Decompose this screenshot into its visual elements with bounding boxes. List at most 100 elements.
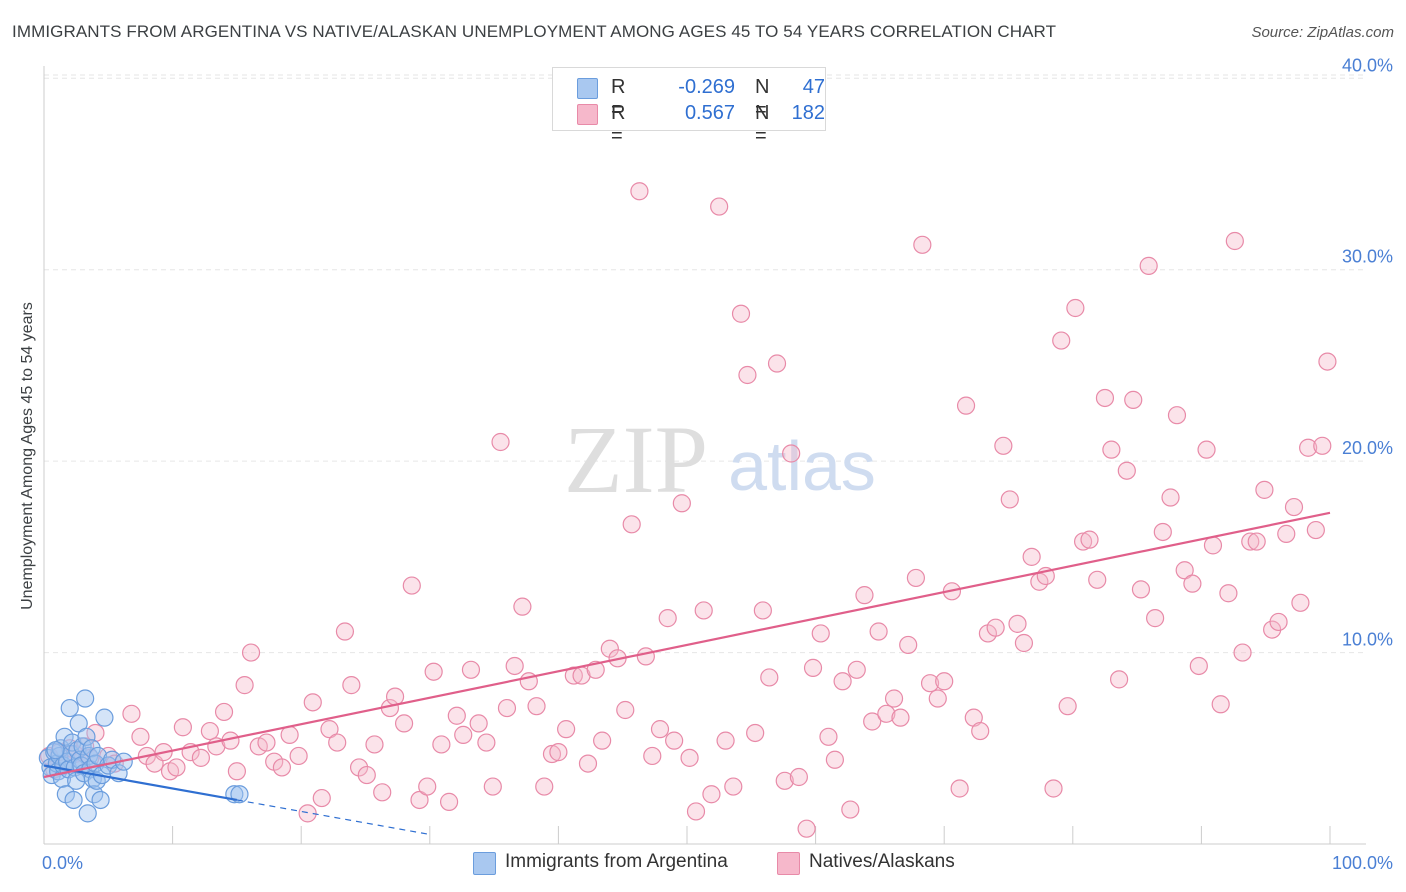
point-natives [913,235,932,254]
point-natives [497,698,517,718]
trend-line-natives [43,511,1331,779]
point-natives [1189,656,1208,676]
point-natives [899,635,918,655]
point-natives [1277,524,1296,543]
point-natives [469,714,488,733]
trend-line-argentina-extension [236,799,430,836]
point-natives [424,662,443,681]
point-natives [956,396,976,415]
point-natives [1124,390,1143,409]
point-natives [884,689,904,708]
point-natives [841,800,860,819]
point-natives [1109,670,1129,689]
tick-labels: 10.0% 20.0% 30.0% 40.0% 0.0% 100.0% [42,55,1393,873]
point-natives [920,674,940,693]
point-natives [1073,532,1093,551]
point-natives [731,304,751,323]
y-axis-label: Unemployment Among Ages 45 to 54 years [19,302,36,610]
point-natives [418,777,437,796]
trend-lines [43,511,1331,836]
source-label: Source: ZipAtlas.com [1251,24,1394,41]
point-natives [1044,779,1063,798]
point-natives [1088,570,1107,589]
series-immigrants-argentina [38,689,249,823]
point-natives [702,785,721,804]
point-natives [1139,256,1158,275]
point-natives [320,720,339,739]
point-natives [819,727,838,746]
point-natives [686,802,706,821]
grid-lines [44,74,1366,654]
point-natives [549,743,568,762]
point-natives [616,700,635,720]
point-natives [1102,440,1121,459]
point-natives [1052,331,1071,350]
point-natives [1161,488,1180,507]
point-natives [402,576,421,595]
point-natives [1175,561,1194,580]
point-natives [289,746,308,766]
correlation-legend: R = -0.269 N = 47 R = 0.567 N = 182 [552,67,826,147]
point-natives [1080,530,1099,549]
point-natives [373,783,392,802]
point-natives [342,676,361,695]
point-natives [665,731,684,750]
legend-swatch-natives [577,104,598,125]
point-natives [1066,298,1085,318]
point-natives [1131,580,1151,599]
point-natives [1269,612,1288,632]
point-natives [694,601,713,620]
y-tick-label: 10.0% [1342,630,1393,650]
watermark-atlas: atlas [728,427,876,505]
point-natives [200,721,219,741]
point-natives [971,721,990,741]
point-natives [432,735,451,754]
point-natives [1022,547,1041,566]
point-natives [753,601,772,620]
point-natives [335,622,355,641]
point-natives [650,720,670,739]
point-natives [477,733,496,752]
point-argentina [230,785,249,804]
point-natives [86,723,105,743]
bottom-legend-label-argentina: Immigrants from Argentina [505,851,728,872]
point-natives [1153,522,1172,542]
point-argentina [78,804,97,823]
bottom-legend-swatch-argentina [473,852,496,875]
point-argentina [91,790,110,810]
point-natives [593,731,612,750]
point-natives [986,618,1005,637]
point-argentina [69,714,88,733]
point-natives [1313,436,1332,455]
point-natives [935,672,954,691]
point-natives [298,804,317,823]
point-natives [439,792,459,811]
point-natives [672,494,691,513]
point-natives [505,656,524,676]
point-natives [775,771,794,790]
legend-swatch-argentina [577,78,598,99]
point-natives [710,197,729,216]
point-natives [767,354,787,373]
point-natives [527,697,546,716]
point-natives [1000,490,1019,509]
point-natives [630,182,649,201]
point-natives [797,819,816,838]
point-natives [928,689,947,708]
point-natives [1167,406,1187,425]
point-natives [1197,440,1216,459]
point-natives [738,365,757,385]
point-natives [724,777,743,796]
point-natives [312,788,331,808]
point-natives [1008,614,1027,633]
point-natives [1247,532,1266,551]
point-natives [303,693,322,712]
point-natives [280,725,299,744]
point-natives [535,777,554,796]
point-natives [906,568,926,588]
point-natives [328,733,347,752]
point-natives [542,744,562,764]
point-natives [855,586,874,605]
point-natives [622,515,641,534]
